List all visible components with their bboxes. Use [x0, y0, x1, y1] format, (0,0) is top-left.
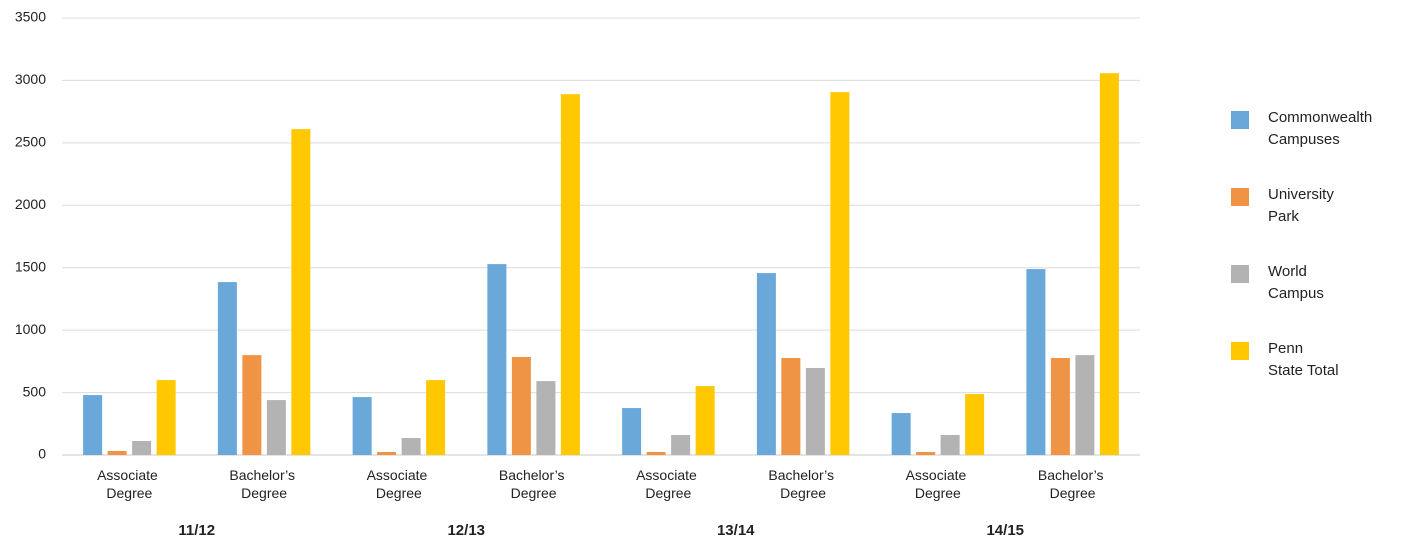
legend-label: Commonwealth Campuses — [1268, 109, 1376, 148]
y-tick-label: 1500 — [15, 258, 46, 274]
legend-label: University Park — [1268, 186, 1338, 225]
bar — [511, 356, 531, 455]
legend-swatch — [1231, 342, 1249, 360]
bar — [291, 129, 311, 455]
x-tick-label: Associate Degree — [906, 467, 971, 501]
x-tick-label: Associate Degree — [636, 467, 701, 501]
legend-label: Penn State Total — [1268, 340, 1339, 379]
group-label: 12/13 — [447, 522, 485, 539]
bar — [805, 367, 825, 455]
bar — [646, 452, 666, 455]
y-tick-label: 500 — [23, 383, 47, 399]
x-tick-label: Associate Degree — [367, 467, 432, 501]
legend-swatch — [1231, 188, 1249, 206]
x-tick-label: Bachelor’s Degree — [768, 467, 838, 501]
bar — [1026, 269, 1046, 455]
bar — [1075, 355, 1095, 455]
bar — [132, 441, 152, 455]
bar — [217, 282, 237, 455]
legend-swatch — [1231, 111, 1249, 129]
bar — [891, 413, 911, 455]
bar — [352, 397, 372, 455]
bar — [83, 395, 103, 455]
bar — [536, 381, 556, 455]
bar — [560, 94, 580, 456]
bar — [940, 435, 960, 455]
bar — [107, 451, 127, 455]
bar — [156, 380, 176, 455]
group-label: 14/15 — [986, 522, 1024, 539]
bar — [487, 264, 507, 455]
legend-swatch — [1231, 265, 1249, 283]
x-tick-label: Bachelor’s Degree — [499, 467, 569, 501]
y-tick-label: 3500 — [15, 9, 46, 25]
bar — [781, 357, 801, 455]
bar — [965, 394, 985, 455]
y-tick-label: 2000 — [15, 196, 46, 212]
y-tick-label: 1000 — [15, 321, 46, 337]
legend-label: World Campus — [1268, 263, 1324, 302]
group-label: 13/14 — [717, 522, 755, 539]
y-tick-label: 0 — [38, 446, 46, 462]
bar — [1050, 357, 1070, 455]
bar — [1099, 73, 1119, 455]
x-tick-label: Bachelor’s Degree — [229, 467, 299, 501]
bar — [426, 380, 446, 455]
bar — [242, 355, 262, 455]
bar — [916, 452, 936, 455]
bar — [266, 400, 286, 455]
x-tick-label: Bachelor’s Degree — [1038, 467, 1108, 501]
y-tick-label: 2500 — [15, 134, 46, 150]
bar — [401, 438, 421, 455]
bar — [830, 92, 850, 455]
x-tick-label: Associate Degree — [97, 467, 162, 501]
bar — [756, 273, 776, 455]
bar — [622, 408, 642, 455]
bar — [695, 386, 715, 455]
group-label: 11/12 — [178, 522, 215, 539]
bar — [671, 435, 691, 455]
y-tick-label: 3000 — [15, 71, 46, 87]
bar — [377, 452, 397, 455]
